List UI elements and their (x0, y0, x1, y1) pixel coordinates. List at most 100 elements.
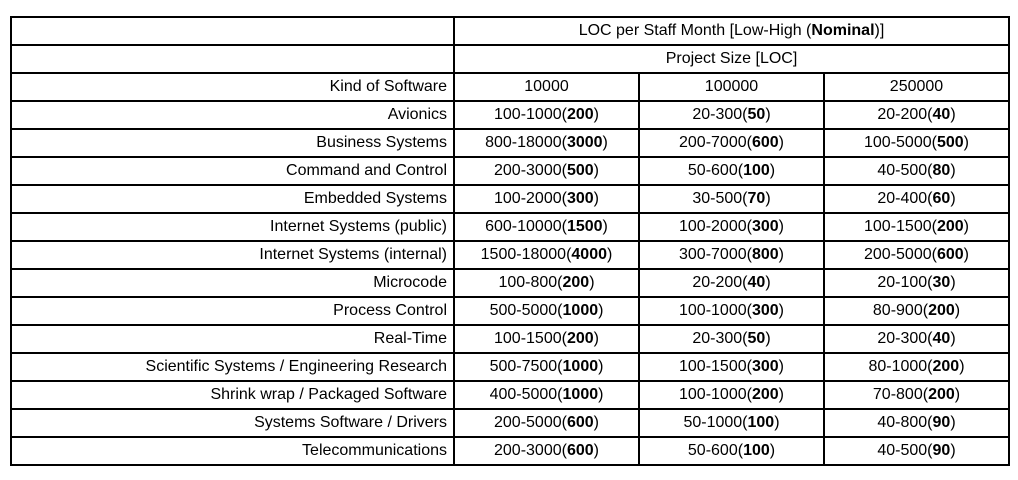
loc-range-cell: 300-7000(800) (638, 240, 825, 270)
loc-range-cell: 80-900(200) (823, 296, 1010, 326)
row-label: Scientific Systems / Engineering Researc… (10, 352, 455, 382)
row-label: Internet Systems (internal) (10, 240, 455, 270)
nominal-value: 300 (566, 190, 594, 207)
row-label: Telecommunications (10, 436, 455, 466)
nominal-value: 500 (566, 162, 594, 179)
loc-range-cell: 20-300(50) (638, 100, 825, 130)
nominal-value: 200 (566, 330, 594, 347)
nominal-value: 300 (751, 218, 779, 235)
nominal-value: 1500 (566, 218, 603, 235)
table-title: LOC per Staff Month [Low-High (Nominal)] (453, 16, 1010, 46)
row-label: Business Systems (10, 128, 455, 158)
nominal-value: 60 (932, 190, 951, 207)
nominal-value: 300 (751, 302, 779, 319)
nominal-value: 200 (751, 386, 779, 403)
blank-cell (10, 44, 455, 74)
loc-range-cell: 20-200(40) (638, 268, 825, 298)
loc-range-cell: 50-600(100) (638, 436, 825, 466)
subtitle-row: Project Size [LOC] (10, 44, 1010, 74)
table-row: Shrink wrap / Packaged Software 400-5000(… (10, 380, 1010, 410)
loc-range-cell: 100-1000(200) (453, 100, 640, 130)
nominal-value: 200 (566, 106, 594, 123)
size-column-100000: 100000 (638, 72, 825, 102)
nominal-value: 200 (928, 302, 955, 319)
loc-range-cell: 100-5000(500) (823, 128, 1010, 158)
table-row: Internet Systems (public) 600-10000(1500)… (10, 212, 1010, 242)
loc-range-cell: 500-5000(1000) (453, 296, 640, 326)
nominal-value: 50 (747, 106, 766, 123)
loc-range-cell: 100-1500(200) (823, 212, 1010, 242)
nominal-value: 100 (743, 442, 770, 459)
loc-range-cell: 40-500(80) (823, 156, 1010, 186)
nominal-value: 3000 (566, 134, 603, 151)
nominal-value: 800 (751, 246, 779, 263)
loc-range-cell: 100-1500(300) (638, 352, 825, 382)
nominal-value: 1000 (562, 358, 599, 375)
nominal-value: 600 (751, 134, 779, 151)
row-label: Real-Time (10, 324, 455, 354)
loc-range-cell: 20-200(40) (823, 100, 1010, 130)
nominal-value: 100 (743, 162, 770, 179)
table-title-prefix: LOC per Staff Month [Low-High ( (578, 22, 812, 39)
loc-range-cell: 20-400(60) (823, 184, 1010, 214)
loc-range-cell: 100-1000(300) (638, 296, 825, 326)
loc-range-cell: 200-3000(600) (453, 436, 640, 466)
table-row: Microcode 100-800(200) 20-200(40) 20-100(30… (10, 268, 1010, 298)
loc-range-cell: 100-2000(300) (453, 184, 640, 214)
loc-range-cell: 500-7500(1000) (453, 352, 640, 382)
size-column-10000: 10000 (453, 72, 640, 102)
table-body: Avionics 100-1000(200) 20-300(50) 20-200(40… (10, 100, 1010, 466)
nominal-value: 90 (932, 442, 951, 459)
row-label: Process Control (10, 296, 455, 326)
table-title-bold: Nominal (811, 22, 875, 39)
nominal-value: 600 (936, 246, 964, 263)
nominal-value: 500 (936, 134, 964, 151)
row-label: Microcode (10, 268, 455, 298)
loc-range-cell: 100-1500(200) (453, 324, 640, 354)
table-row: Business Systems 800-18000(3000) 200-7000(… (10, 128, 1010, 158)
loc-range-cell: 50-1000(100) (638, 408, 825, 438)
loc-range-cell: 200-3000(500) (453, 156, 640, 186)
table-row: Systems Software / Drivers 200-5000(600) 5… (10, 408, 1010, 438)
nominal-value: 200 (932, 358, 960, 375)
row-label: Avionics (10, 100, 455, 130)
loc-range-cell: 100-800(200) (453, 268, 640, 298)
loc-per-staff-month-table: LOC per Staff Month [Low-High (Nominal)]… (10, 16, 1010, 466)
loc-range-cell: 50-600(100) (638, 156, 825, 186)
kind-of-software-header: Kind of Software (10, 72, 455, 102)
loc-range-cell: 100-1000(200) (638, 380, 825, 410)
loc-range-cell: 200-5000(600) (453, 408, 640, 438)
table-title-suffix: )] (874, 22, 885, 39)
table-row: Real-Time 100-1500(200) 20-300(50) 20-300(4… (10, 324, 1010, 354)
loc-range-cell: 70-800(200) (823, 380, 1010, 410)
blank-cell (10, 16, 455, 46)
nominal-value: 4000 (571, 246, 607, 263)
row-label: Command and Control (10, 156, 455, 186)
loc-range-cell: 40-500(90) (823, 436, 1010, 466)
loc-range-cell: 80-1000(200) (823, 352, 1010, 382)
title-row: LOC per Staff Month [Low-High (Nominal)] (10, 16, 1010, 46)
nominal-value: 600 (566, 442, 594, 459)
nominal-value: 90 (932, 414, 951, 431)
nominal-value: 1000 (562, 386, 599, 403)
nominal-value: 200 (936, 218, 964, 235)
loc-range-cell: 1500-18000(4000) (453, 240, 640, 270)
nominal-value: 300 (751, 358, 779, 375)
nominal-value: 30 (932, 274, 951, 291)
nominal-value: 1000 (562, 302, 599, 319)
loc-range-cell: 400-5000(1000) (453, 380, 640, 410)
size-column-250000: 250000 (823, 72, 1010, 102)
table-row: Scientific Systems / Engineering Researc… (10, 352, 1010, 382)
table-row: Process Control 500-5000(1000) 100-1000(30… (10, 296, 1010, 326)
table-row: Internet Systems (internal) 1500-18000(40… (10, 240, 1010, 270)
loc-range-cell: 20-300(50) (638, 324, 825, 354)
loc-range-cell: 20-100(30) (823, 268, 1010, 298)
project-size-header: Project Size [LOC] (453, 44, 1010, 74)
loc-range-cell: 30-500(70) (638, 184, 825, 214)
loc-range-cell: 200-7000(600) (638, 128, 825, 158)
nominal-value: 80 (932, 162, 951, 179)
row-label: Internet Systems (public) (10, 212, 455, 242)
nominal-value: 200 (562, 274, 590, 291)
column-header-row: Kind of Software 10000 100000 250000 (10, 72, 1010, 102)
